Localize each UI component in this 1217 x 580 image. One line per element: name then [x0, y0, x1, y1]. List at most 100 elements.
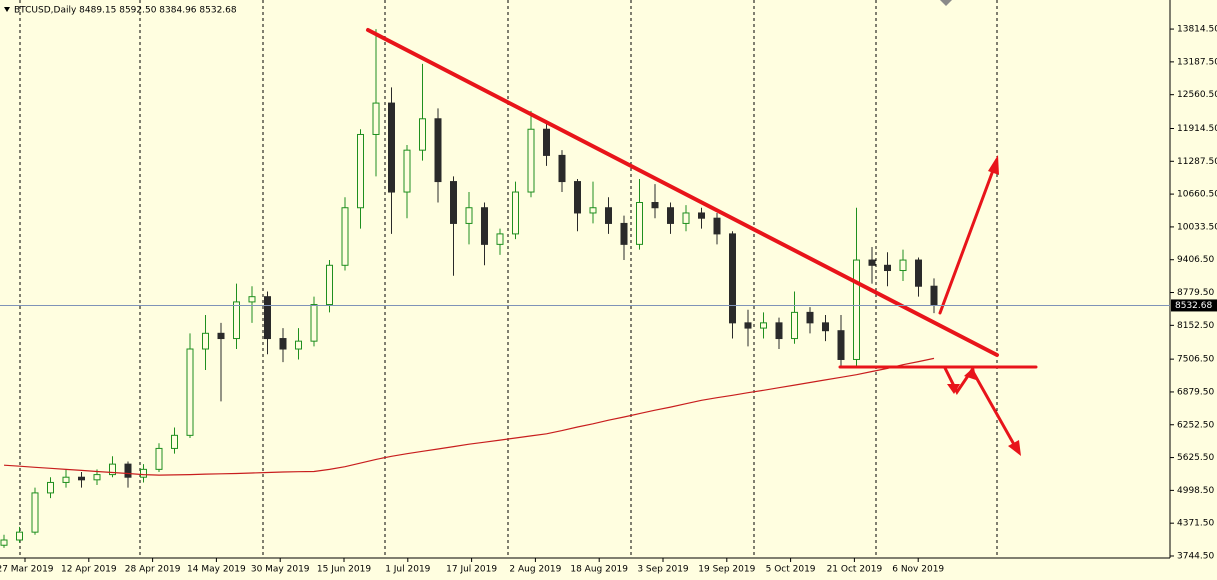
- candle-body: [481, 207, 488, 245]
- candle-body: [791, 311, 798, 340]
- y-tick-label: 13814.50: [1177, 25, 1217, 35]
- candle-body: [760, 322, 767, 329]
- candle-body: [884, 264, 891, 272]
- x-tick-label: 30 May 2019: [251, 565, 310, 575]
- arrowhead: [947, 384, 960, 394]
- candle-body: [403, 149, 411, 193]
- candle-body: [698, 212, 705, 219]
- candle-body: [543, 128, 550, 156]
- candle-body: [667, 207, 674, 224]
- candle-body: [450, 181, 457, 224]
- x-tick-label: 3 Sep 2019: [637, 565, 689, 575]
- candle-body: [155, 447, 163, 470]
- candle-body: [682, 212, 690, 224]
- candle-body: [806, 311, 814, 324]
- y-tick-label: 11914.50: [1177, 124, 1217, 134]
- candle-body: [372, 102, 380, 135]
- x-tick-label: 28 Apr 2019: [125, 565, 181, 575]
- candle-body: [171, 434, 178, 449]
- y-tick-label: 11287.50: [1177, 157, 1217, 167]
- candle-body: [853, 259, 860, 360]
- x-tick-label: 15 Jun 2019: [317, 565, 371, 575]
- arrow: [938, 163, 997, 315]
- candle-body: [47, 481, 54, 494]
- arrowhead: [988, 155, 999, 175]
- moving-average: [3, 357, 935, 476]
- candle-body: [527, 128, 535, 193]
- last-price-label: 8532.68: [1175, 301, 1212, 311]
- x-tick-label: 21 Oct 2019: [827, 565, 883, 575]
- candle-body: [729, 233, 736, 324]
- candle-body: [109, 463, 116, 476]
- y-tick-label: 4371.50: [1177, 519, 1214, 529]
- candle-body: [822, 322, 829, 332]
- y-tick-label: 13187.50: [1177, 57, 1217, 67]
- candle-body: [419, 118, 426, 151]
- candle-body: [636, 202, 643, 245]
- candle-body: [217, 332, 225, 340]
- arrowheads: [947, 155, 1021, 456]
- candle-body: [512, 191, 519, 235]
- candle-body: [837, 330, 845, 360]
- candle-body: [620, 222, 628, 245]
- candle-body: [0, 539, 8, 546]
- candle-body: [264, 296, 271, 340]
- x-tick-label: 19 Sep 2019: [698, 565, 755, 575]
- drawings: [366, 28, 1038, 450]
- y-tick-label: 10033.50: [1177, 222, 1217, 232]
- candle-body: [744, 322, 752, 329]
- x-tick-label: 6 Nov 2019: [892, 565, 944, 575]
- y-tick-label: 3744.50: [1177, 551, 1214, 561]
- candle-body: [357, 133, 364, 209]
- candle-body: [140, 468, 147, 478]
- x-tick-label: 5 Oct 2019: [766, 565, 816, 575]
- candle-body: [388, 102, 395, 193]
- chart-title: BTCUSD,Daily 8489.15 8592.50 8384.96 853…: [14, 6, 237, 16]
- candle-body: [930, 285, 938, 306]
- x-tick-label: 17 Jul 2019: [446, 565, 497, 575]
- candle-body: [233, 301, 240, 340]
- y-tick-label: 6252.50: [1177, 420, 1214, 430]
- candle-body: [16, 531, 23, 541]
- candle-body: [651, 202, 659, 209]
- trend-line: [366, 28, 999, 357]
- y-tick-label: 8779.50: [1177, 288, 1214, 298]
- last-price-box: [1171, 299, 1217, 312]
- candle-body: [915, 259, 922, 287]
- candle-body: [899, 259, 907, 272]
- candle-body: [62, 476, 70, 483]
- candle-body: [341, 207, 349, 266]
- y-tick-label: 9406.50: [1177, 255, 1214, 265]
- candle-body: [248, 296, 256, 303]
- x-tick-label: 1 Jul 2019: [385, 565, 430, 575]
- plot: [0, 29, 938, 548]
- candle-body: [124, 463, 132, 478]
- candle-body: [295, 340, 302, 350]
- candle-body: [775, 322, 783, 340]
- candle-body: [496, 233, 504, 245]
- candle-body: [31, 492, 39, 533]
- candle-body: [868, 259, 876, 266]
- menu-triangle: [4, 7, 10, 12]
- vertical-grid: [19, 0, 998, 558]
- shift-marker: [940, 0, 952, 6]
- arrow: [943, 366, 1018, 450]
- arrowhead: [964, 367, 976, 380]
- x-tick-label: 27 Mar 2019: [0, 565, 54, 575]
- candle-body: [465, 207, 473, 224]
- candle-body: [558, 154, 566, 183]
- y-tick-label: 4998.50: [1177, 486, 1214, 496]
- candle-body: [202, 332, 209, 350]
- x-tick-label: 2 Aug 2019: [509, 565, 561, 575]
- candle-body: [78, 476, 85, 481]
- candle-body: [326, 264, 333, 306]
- candle-body: [279, 338, 287, 350]
- y-tick-label: 8152.50: [1177, 321, 1214, 331]
- x-tick-label: 14 May 2019: [187, 565, 246, 575]
- y-tick-label: 12560.50: [1177, 90, 1217, 100]
- candle-body: [93, 474, 101, 481]
- x-tick-label: 18 Aug 2019: [570, 565, 628, 575]
